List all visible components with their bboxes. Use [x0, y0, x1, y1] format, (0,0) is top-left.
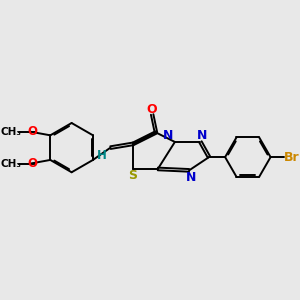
Text: S: S: [128, 169, 137, 182]
Text: N: N: [186, 170, 196, 184]
Text: O: O: [27, 125, 37, 138]
Text: O: O: [27, 157, 37, 170]
Text: N: N: [197, 129, 208, 142]
Text: CH₃: CH₃: [0, 159, 21, 169]
Text: Br: Br: [284, 151, 299, 164]
Text: N: N: [163, 129, 173, 142]
Text: CH₃: CH₃: [0, 127, 21, 136]
Text: H: H: [97, 149, 107, 162]
Text: O: O: [147, 103, 158, 116]
